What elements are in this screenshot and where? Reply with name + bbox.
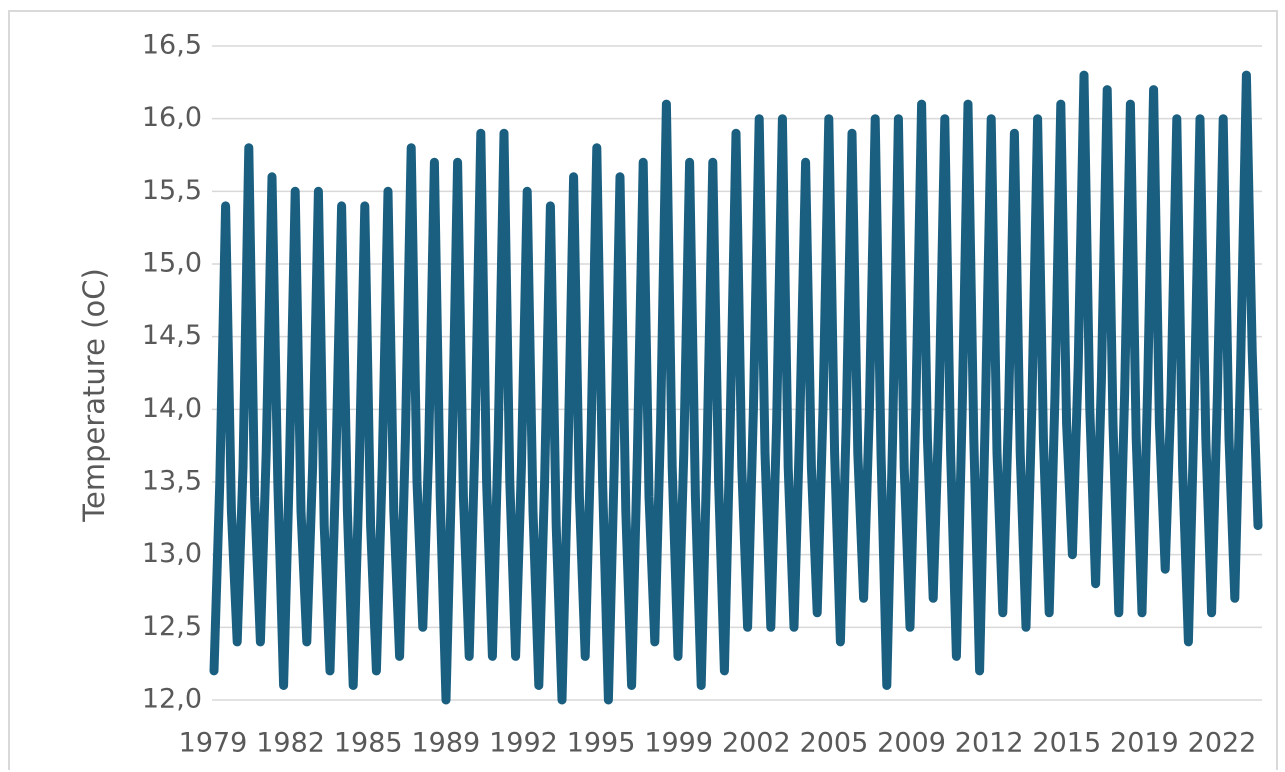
x-tick-label: 1979	[179, 728, 248, 759]
x-tick-label: 2009	[877, 728, 946, 759]
x-tick-label: 2002	[722, 728, 791, 759]
x-tick-label: 2022	[1188, 728, 1257, 759]
y-tick-label: 13,5	[142, 466, 202, 497]
y-tick-label: 12,0	[142, 684, 202, 715]
y-tick-labels: 12,0 12,5 13,0 13,5 14,0 14,5 15,0 15,5 16,0 16,5	[142, 30, 202, 715]
x-tick-label: 1992	[489, 728, 558, 759]
x-tick-label: 2019	[1110, 728, 1179, 759]
y-tick-label: 16,0	[142, 102, 202, 133]
x-tick-label: 1982	[256, 728, 325, 759]
x-tick-labels: 1979 1982 1985 1989 1992 1995 1999 2002 2005 2009…	[179, 728, 1257, 759]
x-tick-label: 1989	[411, 728, 480, 759]
y-tick-label: 13,0	[142, 538, 202, 569]
x-tick-label: 2012	[955, 728, 1024, 759]
x-tick-label: 1995	[567, 728, 636, 759]
y-tick-label: 12,5	[142, 611, 202, 642]
x-tick-label: 1985	[334, 728, 403, 759]
y-tick-label: 14,0	[142, 393, 202, 424]
chart-frame	[8, 10, 1278, 770]
temperature-series-line	[209, 70, 1263, 705]
y-tick-label: 15,5	[142, 175, 202, 206]
y-tick-label: 15,0	[142, 248, 202, 279]
y-axis-label: Temperature (oC)	[77, 268, 111, 523]
x-tick-label: 2015	[1032, 728, 1101, 759]
y-tick-label: 16,5	[142, 30, 202, 61]
x-tick-label: 1999	[644, 728, 713, 759]
x-tick-label: 2005	[800, 728, 869, 759]
y-tick-label: 14,5	[142, 320, 202, 351]
